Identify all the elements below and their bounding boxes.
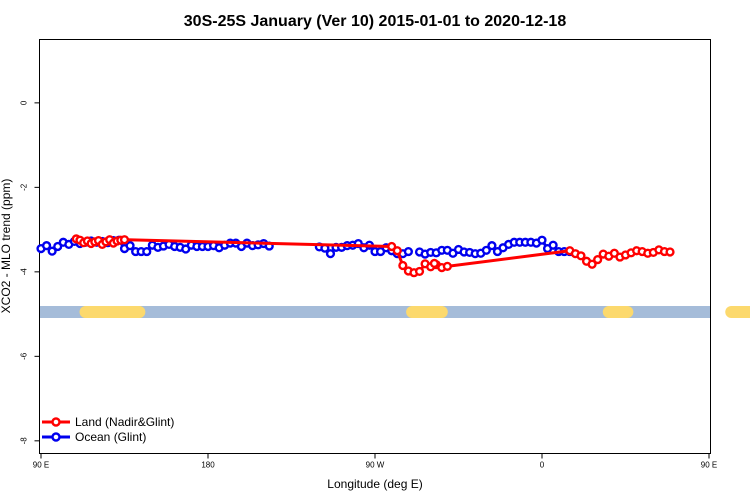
data-point [403, 246, 414, 257]
x-tick-label-2: 90 W [366, 461, 385, 470]
data-point [392, 246, 402, 256]
y-tick-label-0: 0 [20, 100, 29, 105]
data-point [576, 251, 586, 261]
data-point [47, 246, 57, 256]
legend: Land (Nadir&Glint)Ocean (Glint) [42, 415, 174, 444]
data-point [414, 266, 425, 277]
chart-title: 30S-25S January (Ver 10) 2015-01-01 to 2… [184, 13, 567, 30]
data-point [548, 240, 558, 250]
y-tick-label-3: -6 [20, 352, 29, 360]
legend-label-0: Land (Nadir&Glint) [75, 415, 174, 429]
x-tick-label-0: 90 E [33, 461, 49, 470]
data-point [429, 258, 439, 268]
data-point [587, 259, 597, 269]
data-point [537, 235, 547, 245]
legend-marker-0 [51, 417, 61, 427]
data-point [119, 235, 130, 245]
data-point [53, 241, 63, 252]
x-tick-label-3: 0 [540, 461, 545, 470]
series-layer [36, 234, 675, 278]
legend-label-1: Ocean (Glint) [75, 430, 146, 444]
data-point [387, 241, 397, 252]
data-point [442, 261, 452, 271]
series-land [71, 234, 675, 278]
x-axis-label: Longitude (deg E) [327, 477, 422, 491]
data-point [665, 247, 675, 257]
y-axis-label: XCO2 - MLO trend (ppm) [0, 179, 13, 314]
data-point [142, 246, 152, 257]
data-point [593, 254, 603, 265]
x-tick-label-1: 180 [201, 461, 215, 470]
data-point [481, 245, 491, 255]
data-point [487, 241, 497, 251]
data-point [41, 241, 52, 251]
y-tick-label-1: -2 [20, 183, 29, 191]
y-tick-label-2: -4 [20, 268, 29, 276]
y-axis: 0 -2 -4 -6 -8 [20, 100, 40, 444]
data-point [325, 249, 336, 259]
x-tick-label-4: 90 E [701, 461, 717, 470]
legend-marker-1 [51, 432, 61, 442]
y-tick-label-4: -8 [20, 437, 29, 445]
x-axis: 90 E 180 90 W 0 90 E [33, 453, 717, 470]
data-point [398, 260, 408, 271]
data-point [125, 241, 135, 251]
